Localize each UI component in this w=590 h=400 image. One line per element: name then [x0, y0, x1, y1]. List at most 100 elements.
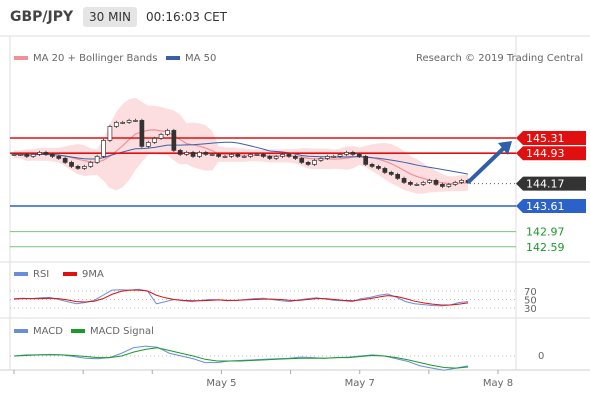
candle-body: [177, 150, 183, 155]
legend-macd: MACD: [33, 326, 63, 337]
timeframe-badge[interactable]: 30 MIN: [83, 7, 137, 27]
candle-body: [158, 134, 164, 139]
candle-body: [376, 166, 381, 169]
candle-body: [273, 156, 279, 159]
candle-body: [459, 180, 464, 183]
candle-body: [267, 156, 273, 159]
candle-body: [369, 164, 375, 167]
candle-body: [11, 154, 17, 156]
symbol-label: GBP/JPY: [10, 9, 74, 25]
candle-body: [94, 156, 100, 163]
candle-body: [222, 156, 228, 158]
candle-body: [203, 152, 209, 155]
candle-body: [350, 152, 356, 155]
price-tag-bg-144.17: [516, 176, 586, 191]
candle-body: [286, 154, 292, 157]
candle-body: [420, 182, 426, 185]
price-tag-142.97: 142.97: [526, 226, 565, 239]
price-tag-145.31: 145.31: [526, 132, 565, 145]
rsi-9ma-line: [13, 289, 469, 306]
price-tag-bg-143.61: [516, 199, 586, 213]
candle-body: [171, 130, 177, 151]
forecast-arrow: [466, 141, 512, 184]
legend-rsi: RSI: [33, 269, 49, 280]
candle-body: [30, 154, 36, 157]
candle-body: [248, 154, 253, 157]
candle-body: [88, 162, 94, 167]
candle-body: [50, 154, 55, 157]
candle-body: [75, 166, 81, 169]
candle-body: [133, 120, 138, 122]
candle-body: [388, 172, 394, 175]
x-axis: May 5 May 7 May 8: [13, 370, 513, 389]
candle-body: [184, 152, 189, 155]
rsi-tick-label: 70: [524, 287, 537, 298]
legend-macd-signal: MACD Signal: [90, 326, 154, 337]
candle-body: [24, 154, 30, 157]
forecast-arrow-shaft: [466, 144, 508, 184]
forecast-arrow-head: [498, 141, 512, 155]
legend-9ma: 9MA: [82, 269, 104, 280]
candle-body: [305, 162, 311, 165]
clock-label: 00:16:03 CET: [146, 10, 227, 24]
candle-body: [216, 154, 221, 157]
candle-body: [427, 180, 432, 183]
candle-body: [356, 154, 362, 157]
candle-body: [235, 154, 241, 157]
x-tick-label: May 5: [206, 378, 236, 389]
price-tags: 145.31 144.93 144.17 143.61 142.97 142.59: [516, 131, 586, 254]
macd-tick-label: 0: [538, 351, 544, 362]
candle-body: [408, 182, 413, 185]
candle-body: [113, 122, 119, 127]
credit-label: Research © 2019 Trading Central: [416, 53, 583, 64]
candle-body: [145, 142, 151, 147]
candle-body: [209, 154, 215, 156]
candle-body: [344, 152, 349, 155]
candle-body: [62, 158, 68, 163]
bollinger-band-area: [14, 97, 468, 194]
candle-body: [382, 168, 388, 173]
candle-body: [126, 120, 132, 123]
macd-panel: 0: [10, 345, 544, 371]
candle-body: [81, 166, 87, 169]
candle-body: [120, 122, 126, 124]
rsi-tick-label: 50: [524, 296, 537, 307]
candle-body: [324, 156, 330, 159]
candle-body: [254, 154, 260, 156]
candle-body: [152, 138, 158, 143]
candle-body: [43, 152, 49, 155]
candle-body: [261, 154, 266, 157]
candle-body: [337, 154, 343, 157]
candle-body: [293, 156, 298, 159]
candle-body: [241, 156, 247, 158]
price-tag-bg-145.31: [516, 131, 586, 145]
macd-signal-line: [13, 347, 469, 369]
macd-line: [13, 345, 469, 371]
candle-body: [229, 154, 234, 157]
candlesticks: [11, 118, 471, 188]
candle-body: [446, 184, 452, 187]
candle-body: [280, 154, 285, 157]
legend-ma-bb: MA 20 + Bollinger Bands: [33, 53, 157, 64]
price-tag-142.59: 142.59: [526, 241, 565, 254]
candle-body: [312, 160, 317, 165]
price-tag-144.93: 144.93: [526, 147, 565, 160]
candle-body: [56, 156, 62, 159]
price-tag-144.17: 144.17: [526, 178, 565, 191]
x-tick-label: May 7: [345, 378, 375, 389]
candle-body: [101, 140, 106, 157]
candle-body: [197, 152, 202, 157]
candle-body: [452, 182, 458, 185]
candle-body: [69, 162, 74, 167]
candle-body: [139, 120, 145, 147]
bollinger-band: [14, 97, 469, 194]
candle-body: [401, 178, 407, 183]
candle-body: [331, 156, 337, 158]
candle-body: [363, 156, 369, 165]
candle-body: [318, 158, 324, 161]
candle-body: [395, 174, 401, 179]
candle-body: [299, 158, 305, 163]
candle-body: [107, 126, 113, 141]
